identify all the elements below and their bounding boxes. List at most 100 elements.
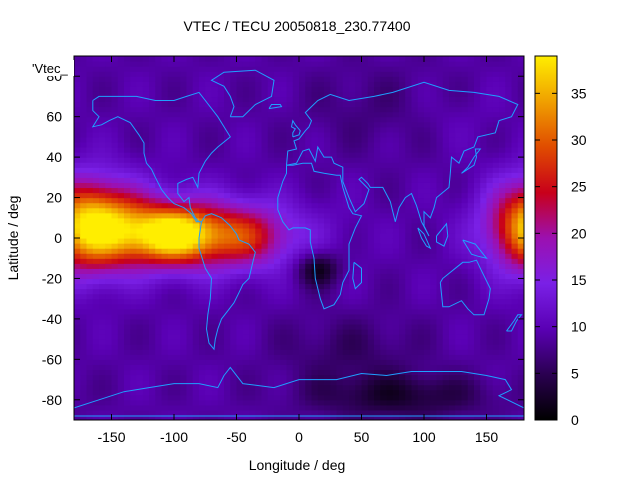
heatmap-cell xyxy=(249,96,256,103)
heatmap-cell xyxy=(155,177,163,183)
heatmap-cell xyxy=(380,81,388,87)
heatmap-cell xyxy=(436,66,444,72)
heatmap-cell xyxy=(492,86,500,92)
heatmap-cell xyxy=(74,409,81,416)
heatmap-cell xyxy=(217,116,225,123)
heatmap-cell xyxy=(261,374,269,381)
heatmap-cell xyxy=(80,136,88,143)
heatmap-cell xyxy=(286,273,294,280)
heatmap-cell xyxy=(86,106,94,113)
heatmap-cell xyxy=(80,217,88,224)
heatmap-cell xyxy=(180,344,188,350)
heatmap-cell xyxy=(299,141,306,148)
heatmap-cell xyxy=(280,359,288,365)
heatmap-cell xyxy=(124,253,131,259)
heatmap-cell xyxy=(474,182,481,189)
heatmap-cell xyxy=(436,126,444,133)
heatmap-cell xyxy=(411,238,419,244)
heatmap-cell xyxy=(392,414,400,420)
heatmap-cell xyxy=(111,329,119,335)
heatmap-cell xyxy=(86,354,94,360)
heatmap-cell xyxy=(186,354,194,360)
heatmap-cell xyxy=(186,263,194,269)
heatmap-cell xyxy=(199,227,206,234)
heatmap-cell xyxy=(230,313,238,320)
heatmap-cell xyxy=(411,248,419,254)
heatmap-cell xyxy=(149,91,156,98)
heatmap-cell xyxy=(242,71,250,77)
heatmap-cell xyxy=(305,334,313,340)
heatmap-cell xyxy=(330,131,338,138)
heatmap-cell xyxy=(305,136,313,143)
heatmap-cell xyxy=(311,212,319,219)
heatmap-cell xyxy=(161,136,169,143)
heatmap-cell xyxy=(311,344,319,350)
heatmap-cell xyxy=(292,157,300,163)
heatmap-cell xyxy=(367,202,375,209)
heatmap-cell xyxy=(455,141,463,148)
heatmap-cell xyxy=(149,238,156,244)
heatmap-cell xyxy=(155,167,163,173)
heatmap-cell xyxy=(124,157,131,163)
heatmap-cell xyxy=(99,268,106,274)
heatmap-cell xyxy=(455,131,463,138)
heatmap-cell xyxy=(199,116,206,123)
heatmap-cell xyxy=(99,96,106,103)
heatmap-cell xyxy=(461,394,469,401)
heatmap-cell xyxy=(117,227,125,234)
heatmap-cell xyxy=(292,273,300,280)
heatmap-cell xyxy=(186,293,194,300)
heatmap-cell xyxy=(386,273,394,280)
heatmap-cell xyxy=(217,207,225,214)
heatmap-cell xyxy=(149,379,156,386)
heatmap-cell xyxy=(336,243,344,249)
heatmap-cell xyxy=(124,116,131,123)
heatmap-cell xyxy=(255,384,263,391)
heatmap-cell xyxy=(442,308,450,315)
heatmap-cell xyxy=(361,354,369,360)
heatmap-cell xyxy=(261,263,269,269)
heatmap-cell xyxy=(274,379,281,386)
heatmap-cell xyxy=(211,131,219,138)
heatmap-cell xyxy=(380,141,388,148)
heatmap-cell xyxy=(399,116,406,123)
heatmap-cell xyxy=(474,344,481,350)
heatmap-cell xyxy=(374,141,381,148)
heatmap-cell xyxy=(392,86,400,92)
heatmap-cell xyxy=(274,278,281,285)
heatmap-cell xyxy=(299,293,306,300)
heatmap-cell xyxy=(117,293,125,300)
heatmap-cell xyxy=(174,263,181,269)
heatmap-cell xyxy=(74,207,81,214)
heatmap-cell xyxy=(111,238,119,244)
heatmap-cell xyxy=(474,192,481,199)
heatmap-cell xyxy=(261,91,269,98)
heatmap-cell xyxy=(467,288,475,295)
heatmap-cell xyxy=(461,273,469,280)
heatmap-cell xyxy=(324,111,331,118)
heatmap-cell xyxy=(155,187,163,194)
heatmap-cell xyxy=(124,238,131,244)
heatmap-cell xyxy=(111,232,119,239)
heatmap-cell xyxy=(386,293,394,300)
heatmap-cell xyxy=(261,334,269,340)
heatmap-cell xyxy=(480,202,488,209)
heatmap-cell xyxy=(99,152,106,158)
heatmap-cell xyxy=(399,101,406,108)
heatmap-cell xyxy=(392,238,400,244)
heatmap-cell xyxy=(292,308,300,315)
heatmap-cell xyxy=(474,283,481,290)
heatmap-cell xyxy=(474,404,481,411)
heatmap-cell xyxy=(349,273,356,280)
heatmap-cell xyxy=(399,359,406,365)
heatmap-cell xyxy=(186,359,194,365)
heatmap-cell xyxy=(155,384,163,391)
heatmap-cell xyxy=(392,399,400,406)
heatmap-cell xyxy=(305,298,313,305)
heatmap-cell xyxy=(336,369,344,376)
heatmap-cell xyxy=(124,288,131,295)
heatmap-cell xyxy=(230,329,238,335)
heatmap-cell xyxy=(142,101,150,108)
heatmap-cell xyxy=(86,369,94,376)
heatmap-cell xyxy=(174,147,181,153)
